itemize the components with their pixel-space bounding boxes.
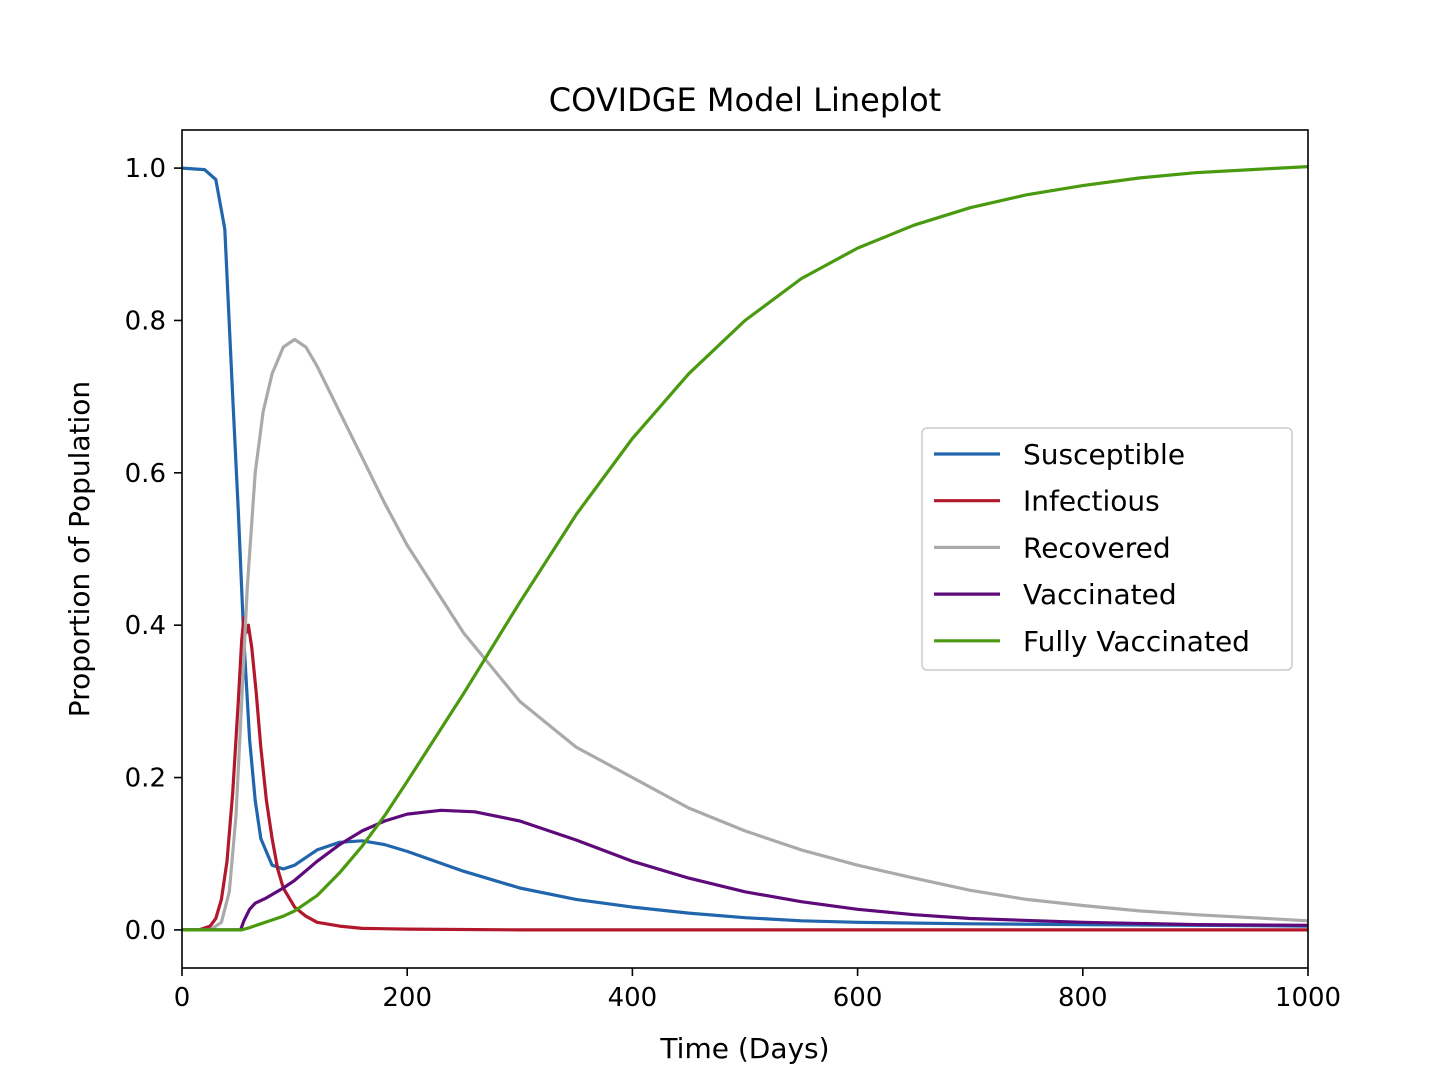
y-tick-label: 0.8 [125,306,166,336]
series-line-2 [182,337,1308,932]
x-tick-label: 0 [174,983,191,1013]
chart-title: COVIDGE Model Lineplot [549,81,941,119]
legend: Susceptible Infectious Recovered Vaccinated… [921,427,1293,671]
x-axis-label: Time (Days) [659,1032,829,1065]
legend-label: Susceptible [1023,438,1185,471]
x-axis: 0 200 400 600 800 1000 [174,968,1341,1013]
y-tick-label: 0.0 [125,916,166,946]
y-axis: 0.0 0.2 0.4 0.6 0.8 1.0 [125,154,182,946]
y-tick-label: 1.0 [125,154,166,184]
x-tick-label: 600 [833,983,883,1013]
series-layer [182,165,1308,932]
legend-label: Vaccinated [1023,578,1177,611]
plot-frame [181,129,1309,969]
x-tick-label: 1000 [1275,983,1341,1013]
legend-label: Fully Vaccinated [1023,625,1250,658]
legend-frame [921,427,1293,671]
y-tick-label: 0.4 [125,611,166,641]
series-line-3 [182,808,1308,932]
legend-label: Recovered [1023,531,1171,564]
x-tick-label: 800 [1058,983,1108,1013]
legend-label: Infectious [1023,485,1160,518]
series-line-0 [182,166,1308,928]
series-line-4 [182,165,1308,932]
y-axis-label: Proportion of Population [63,381,96,717]
x-tick-label: 200 [382,983,432,1013]
x-tick-label: 400 [608,983,658,1013]
series-line-1 [182,616,1308,932]
y-tick-label: 0.2 [125,764,166,794]
y-tick-label: 0.6 [125,459,166,489]
